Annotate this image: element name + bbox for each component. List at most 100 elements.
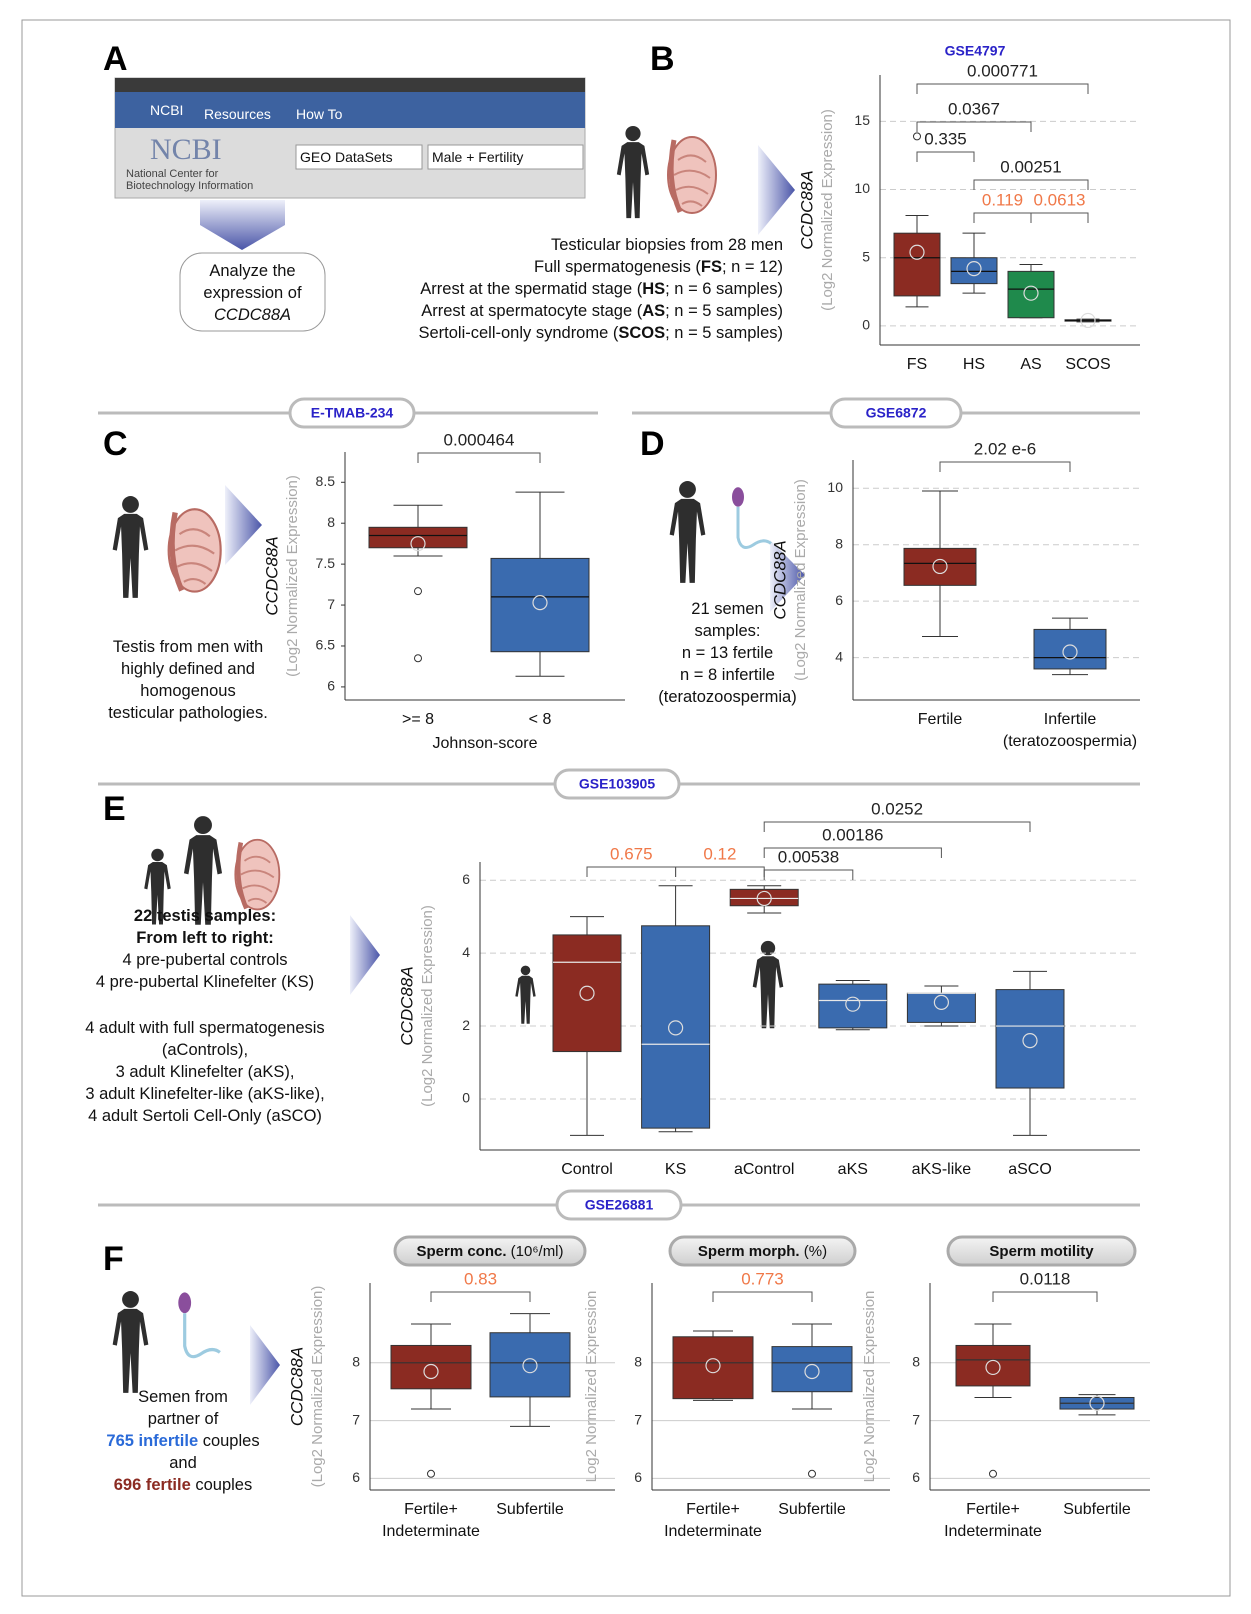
description: 4 adult with full spermatogenesis (aContr… xyxy=(55,1017,355,1127)
text-line: Indeterminate xyxy=(382,1523,480,1540)
x-tick-label: Fertile+ Indeterminate xyxy=(382,1501,480,1540)
menu-item[interactable]: How To xyxy=(296,106,343,122)
ncbi-brand: NCBI xyxy=(150,102,184,118)
panel-letter: A xyxy=(103,40,128,78)
mean-marker xyxy=(1062,644,1078,660)
mean-marker xyxy=(756,890,772,907)
y-axis-sublabel: Log2 Normalized Expression xyxy=(861,1291,878,1483)
text-segment: ; n = 5 samples) xyxy=(665,324,783,342)
x-tick-label: < 8 xyxy=(529,711,552,728)
ncbi-bar xyxy=(115,92,585,128)
y-tick-label: 0 xyxy=(862,317,870,333)
p-value: 0.83 xyxy=(464,1269,497,1288)
sperm-icon xyxy=(730,485,773,550)
title-unit: (10⁶/ml) xyxy=(507,1243,564,1260)
text-line: Testicular biopsies from 28 men xyxy=(350,234,783,256)
ncbi-org: National Center for Biotechnology Informa… xyxy=(126,168,253,192)
text-segment: ; n = 6 samples) xyxy=(665,280,783,298)
text-line: partner of xyxy=(83,1408,283,1430)
mean-marker xyxy=(985,1359,1001,1376)
x-tick-label: Fertile xyxy=(918,711,963,728)
mean-marker xyxy=(1089,1395,1105,1411)
text-line: Indeterminate xyxy=(664,1523,762,1540)
y-tick-label: 6 xyxy=(462,871,470,887)
y-axis-sublabel: (Log2 Normalized Expression) xyxy=(419,905,436,1107)
org-line: National Center for xyxy=(126,168,219,180)
text-line: Fertile+ xyxy=(686,1501,740,1518)
text-line: homogenous xyxy=(88,680,288,702)
box xyxy=(818,983,888,1029)
text-line: n = 13 fertile xyxy=(645,642,810,664)
search-text[interactable]: Male + Fertility xyxy=(432,149,524,165)
text-segment: 4 pre-pubertal Klinefelter (KS) xyxy=(95,973,315,991)
y-tick-label: 8 xyxy=(352,1353,360,1369)
x-tick-label: Infertile (teratozoospermia) xyxy=(1003,711,1137,750)
search-box xyxy=(427,144,584,170)
y-tick-label: 6 xyxy=(352,1469,360,1485)
y-axis-label: CCDC88A xyxy=(797,170,816,249)
p-value: 2.02 e-6 xyxy=(974,439,1036,458)
outlier xyxy=(414,587,422,596)
arrow xyxy=(225,485,262,565)
significance-bracket xyxy=(586,866,677,877)
text-line: Analyze the xyxy=(180,260,325,282)
text-line: 3 adult Klinefelter (aKS), xyxy=(55,1061,355,1083)
y-tick-label: 6 xyxy=(835,592,843,608)
text-segment: 4 pre-pubertal controls xyxy=(122,951,288,969)
menu-item[interactable]: Resources xyxy=(204,106,271,122)
mean-marker xyxy=(522,1358,538,1374)
arrow xyxy=(350,915,380,995)
text-line: expression of xyxy=(180,282,325,304)
significance-bracket xyxy=(916,151,975,162)
p-value: 0.000464 xyxy=(444,430,515,449)
y-axis-label: CCDC88A xyxy=(770,540,789,619)
arrow xyxy=(250,1325,280,1405)
dataset-label: GSE103905 xyxy=(579,776,655,792)
p-value: 0.000771 xyxy=(967,61,1038,80)
y-tick-label: 8.5 xyxy=(316,473,336,489)
x-tick-label: Subfertile xyxy=(496,1501,564,1518)
p-value: 0.335 xyxy=(924,129,967,148)
text-line: 4 pre-pubertal controls xyxy=(55,949,355,971)
y-tick-label: 7 xyxy=(352,1411,360,1427)
mean-marker xyxy=(932,558,948,575)
title-unit: (%) xyxy=(800,1243,828,1260)
x-tick-label: aKS-like xyxy=(912,1161,972,1178)
text-line: Semen from xyxy=(83,1386,283,1408)
chart-title: Sperm morph. (%) xyxy=(698,1243,827,1260)
text-segment: partner of xyxy=(147,1410,219,1428)
text-segment: expression of xyxy=(203,284,302,302)
text-segment: couples xyxy=(198,1432,260,1450)
x-tick-label: Fertile+ Indeterminate xyxy=(944,1501,1042,1540)
text-line: Fertile+ xyxy=(404,1501,458,1518)
text-line: 4 adult Sertoli Cell-Only (aSCO) xyxy=(55,1105,355,1127)
text-segment: n = 8 infertile xyxy=(680,666,775,684)
chart-title: Sperm conc. (10⁶/ml) xyxy=(416,1243,563,1260)
y-tick-label: 10 xyxy=(827,479,843,495)
text-segment: ; n = 12) xyxy=(722,258,783,276)
browser-bar xyxy=(115,78,585,92)
person-icon xyxy=(112,1291,149,1393)
y-tick-label: 7 xyxy=(634,1411,642,1427)
text-segment: 765 infertile xyxy=(106,1432,199,1450)
text-line: testicular pathologies. xyxy=(88,702,288,724)
title-main: Sperm motility xyxy=(989,1243,1094,1260)
description: Semen from partner of 765 infertile couple… xyxy=(83,1386,283,1496)
p-value: 0.00251 xyxy=(1000,157,1061,176)
significance-bracket xyxy=(1030,212,1089,223)
select-label[interactable]: GEO DataSets xyxy=(300,149,393,165)
box xyxy=(955,1344,1031,1387)
text-line: Infertile xyxy=(1044,711,1097,728)
box xyxy=(489,1332,571,1398)
p-value: 0.773 xyxy=(741,1269,784,1288)
description: 21 semen samples: n = 13 fertile n = 8 infe… xyxy=(645,598,810,708)
y-axis-sublabel: (Log2 Normalized Expression) xyxy=(284,475,301,677)
text-segment: From left to right: xyxy=(136,929,274,947)
text-line: CCDC88A xyxy=(180,304,325,326)
p-value: 0.12 xyxy=(703,844,736,863)
text-line: 4 pre-pubertal Klinefelter (KS) xyxy=(55,971,355,993)
title-pill xyxy=(946,1235,1137,1267)
mean-marker xyxy=(532,595,548,611)
box xyxy=(490,557,590,653)
y-tick-label: 6 xyxy=(327,678,335,694)
